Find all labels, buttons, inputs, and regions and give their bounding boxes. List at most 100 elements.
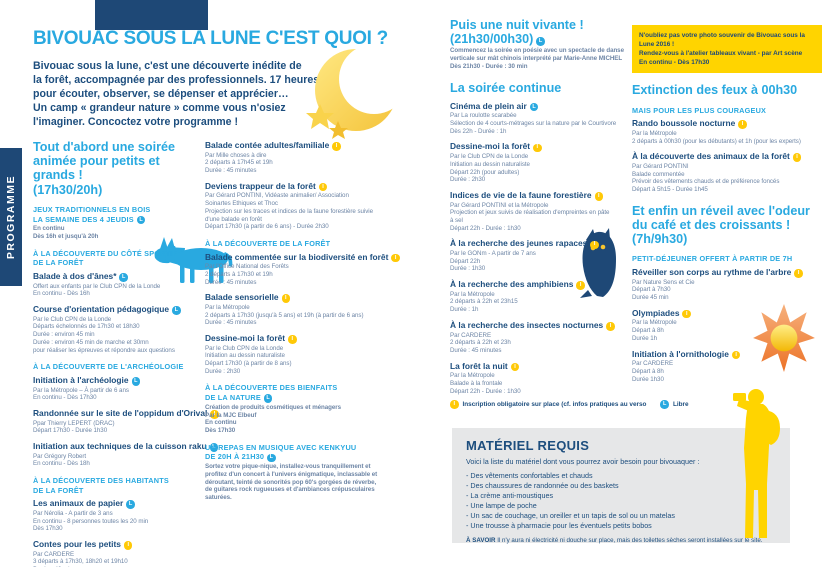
programme-banner: PROGRAMME — [0, 148, 22, 286]
event-detail-line: Balade commentée — [632, 170, 685, 178]
libre-badge-icon: L — [209, 443, 219, 452]
column-balades-et-ateliers: Balade contée adultes/familiale I Par Mill… — [205, 140, 400, 505]
heading-line: DE LA NATURE L — [205, 393, 379, 403]
event-detail-line: Par Grégory Robert — [33, 452, 87, 460]
event-detail-line: 3 départs à 17h30, 18h20 et 19h10 — [33, 558, 128, 566]
inscription-badge-icon: I — [590, 240, 599, 250]
event-details: Ppar Thierry LEPERT (DRAC) Départ 17h30 -… — [33, 420, 196, 435]
event-detail-line: Départ 17h30 (à partir de 6 ans) - Durée… — [205, 223, 329, 231]
heading-line: Extinction des feux à 00h30 — [632, 83, 798, 98]
event-detail-line: Par la MJC Elbeuf — [205, 411, 257, 419]
event-detail-line: Projection sur les traces et indices de … — [205, 207, 373, 215]
section-subhead: À LA DÉCOUVERTE DES HABITANTS DE LA FORÊT — [33, 476, 196, 495]
event-detail-line: Par la Métropole — [632, 319, 677, 327]
event: Balade sensorielle I Par la Métropole 2 dép… — [205, 292, 379, 327]
event-title: À la recherche des amphibiens I — [450, 279, 626, 290]
event-detail-line: Balade à la frontale — [450, 379, 503, 387]
libre-badge-icon: L — [263, 394, 273, 403]
section-heading: Extinction des feux à 00h30 — [632, 83, 822, 97]
event: À la découverte des animaux de la forêt I… — [632, 151, 822, 193]
materiel-title: MATÉRIEL REQUIS — [466, 438, 590, 453]
notice-line: N'oubliez pas votre photo souvenir de Bi… — [639, 32, 805, 39]
event-details: Par la Métropole Balade à la frontale Dépa… — [450, 372, 626, 395]
event-detail-line: Par CARDERE — [632, 360, 674, 368]
event: Rando boussole nocturne I Par la Métropole… — [632, 118, 822, 145]
event-detail-line: Dès 21h30 - Durée : 30 min — [450, 62, 528, 70]
event-detail-line: Offert aux enfants par le Club CPN de la… — [33, 282, 161, 290]
legend-inscription-label: Inscription obligatoire sur place (cf. i… — [462, 400, 647, 408]
event-detail-line: pour réaliser les épreuves et répondre a… — [33, 346, 175, 354]
event-detail-line: Durée : 45 minutes — [205, 167, 257, 175]
event-details: Par le Club CPN de la Londe Départs échel… — [33, 316, 196, 354]
event-title: À la découverte des animaux de la forêt I — [632, 151, 822, 162]
event-detail-line: Départ 17h30 - Durée 1h30 — [33, 427, 108, 435]
event: Indices de vie de la faune forestière I Pa… — [450, 190, 626, 232]
event: Balade commentée sur la biodiversité en … — [205, 252, 400, 287]
hiker-silhouette-icon — [733, 389, 780, 538]
event-detail-line: saturées. — [205, 493, 232, 501]
column-soiree-petits-et-grands: Tout d'abord une soirée animée pour petit… — [33, 140, 219, 567]
event-title: Randonnée sur le site de l'oppidum d'Ori… — [33, 408, 219, 419]
event-detail-line: Dès 17h30 — [33, 525, 63, 533]
inscription-badge-icon: I — [288, 335, 297, 344]
event-title: Initiation aux techniques de la cuisson … — [33, 441, 219, 452]
legend-libre: L Libre — [660, 400, 689, 409]
event-detail-line: Sélection de 4 courts-métrages sur la na… — [450, 120, 617, 128]
event: Balade à dos d'ânes* L Offert aux enfants … — [33, 271, 196, 298]
heading-line: La soirée continue — [450, 80, 562, 95]
inscription-badge-icon: I — [682, 309, 691, 319]
inscription-badge-icon: I — [533, 143, 542, 153]
event-details: En continu Dès 16h et jusqu'à 20h — [33, 225, 196, 240]
event-detail-line: Par Nature Sens et Cie — [632, 278, 695, 286]
inscription-badge-icon: I — [792, 153, 802, 162]
event-detail-line: Soinartes Ethiques et Thoc — [205, 200, 278, 208]
event-detail-line: Durée : 2h30 — [205, 367, 241, 375]
event-detail-line: Départ 22h — [450, 257, 481, 265]
event-detail-line: Durée : environ 45 min — [33, 331, 95, 339]
inscription-badge-icon: I — [210, 410, 219, 419]
event-detail-line: Création de produits cosmétiques et ména… — [205, 403, 342, 411]
event-detail-line: Ppar Thierry LEPERT (DRAC) — [33, 419, 115, 427]
event-detail-line: profitez d'un concert à l'univers énigma… — [205, 470, 378, 478]
navy-header-block — [95, 0, 208, 30]
event-detail-line: Initiation au dessin naturaliste — [450, 160, 530, 168]
event-detail-line: Par la Métropole — [450, 372, 495, 380]
event-detail-line: Par le GONm - A partir de 7 ans — [450, 250, 536, 258]
event-details: Par la Métropole 2 départs à 17h30 (jusqu… — [205, 304, 379, 327]
event-detail-line: Par la Métropole — [205, 303, 250, 311]
notice-line: Lune 2016 ! — [639, 41, 675, 49]
materiel-intro: Voici la liste du matériel dont vous pou… — [466, 457, 700, 466]
inscription-badge-icon: I — [281, 294, 291, 303]
event-detail-line: Par Gérard PONTINI et la Métropole — [450, 201, 549, 209]
inscription-badge-icon: I — [606, 322, 615, 331]
event-details: Par le Club CPN de la Londe Initiation au… — [205, 345, 379, 376]
event: Randonnée sur le site de l'oppidum d'Ori… — [33, 408, 219, 435]
event-detail-line: Par la Métropole — [450, 290, 495, 298]
event: Balade contée adultes/familiale I Par Mill… — [205, 140, 379, 175]
section-subhead: À LA DÉCOUVERTE DU CÔTÉ SPORTIF DE LA FOR… — [33, 249, 196, 268]
heading-line: (7h/9h30) — [632, 232, 688, 247]
event-details: Par Gérard PONTINI et la Métropole Projec… — [450, 202, 626, 233]
event-detail-line: Départ à 8h — [632, 367, 664, 375]
materiel-note: À SAVOIR Il n'y aura ni électricité ni d… — [466, 537, 776, 544]
event-details: Par l'Office National des Forêts 2 départ… — [205, 263, 379, 286]
event-detail-line: Départs échelonnés de 17h30 et 18h30 — [33, 323, 140, 331]
event-title: À la recherche des insectes nocturnes I — [450, 320, 626, 331]
event: Deviens trappeur de la forêt I Par Gérard … — [205, 181, 379, 231]
heading-line: (17h30/20h) — [33, 182, 103, 197]
section-heading: Tout d'abord une soirée animée pour petit… — [33, 140, 196, 197]
materiel-item: - Un sac de couchage, un oreiller et un … — [466, 511, 675, 521]
legend-inscription: I Inscription obligatoire sur place (cf.… — [450, 400, 646, 409]
event-detail-line: Par La roulotte scarabée — [450, 112, 517, 120]
heading-line: DE LA FORÊT — [33, 485, 84, 495]
event-detail-line: d'une balade en forêt — [205, 215, 262, 223]
section-subhead: UN REPAS EN MUSIQUE AVEC KENKYUU DE 20H À… — [205, 443, 379, 502]
page-title: BIVOUAC SOUS LA LUNE C'EST QUOI ? — [33, 28, 388, 49]
section-subhead: MAIS POUR LES PLUS COURAGEUX — [632, 106, 822, 116]
event: Dessine-moi la forêt I Par le Club CPN de … — [205, 333, 379, 375]
libre-badge-icon: L — [529, 102, 539, 112]
sun-icon — [753, 304, 815, 372]
event-detail-line: Commencez la soirée en poésie avec un sp… — [450, 47, 624, 55]
event-detail-line: Durée : 45 minutes — [205, 319, 257, 327]
event-detail-line: 2 départs à 00h30 (pour les débutants) e… — [632, 137, 801, 145]
